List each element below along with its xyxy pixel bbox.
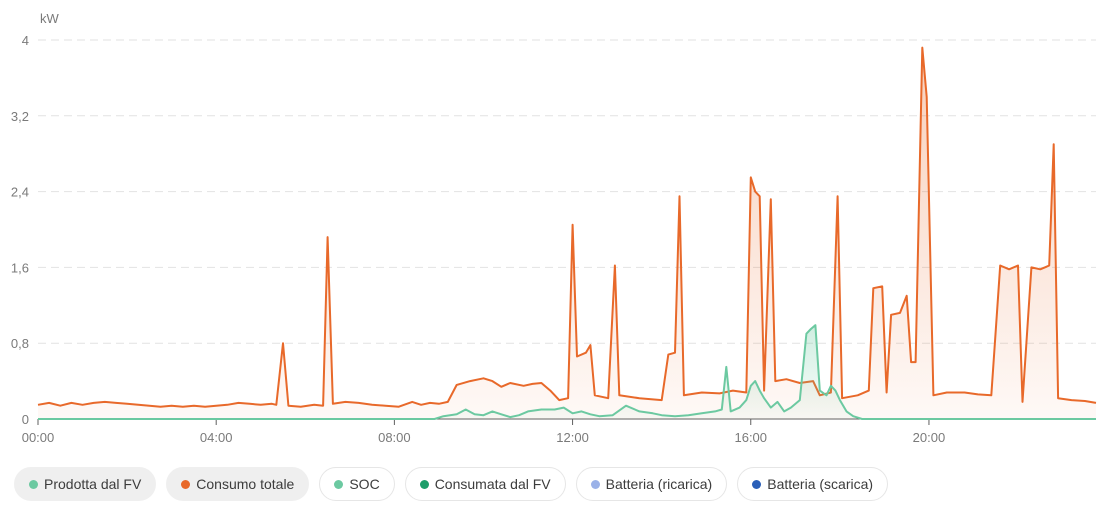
y-tick-label: 1,6 [11, 260, 29, 275]
y-axis-unit-label: kW [40, 11, 60, 26]
legend-label: Prodotta dal FV [44, 476, 142, 492]
legend-dot-icon [590, 479, 600, 489]
x-tick-label: 16:00 [734, 430, 767, 445]
series-layer [37, 46, 1097, 420]
series-line-prodotta-dal-fv [38, 324, 1096, 420]
x-tick-label: 04:00 [200, 430, 233, 445]
legend-dot-icon [29, 479, 38, 489]
y-tick-label: 3,2 [11, 109, 29, 124]
legend-dot-icon [419, 479, 429, 489]
legend: Prodotta dal FV Consumo totale SOC Consu… [14, 467, 889, 501]
legend-item-soc[interactable]: SOC [319, 467, 395, 501]
power-chart: kW 4 3,2 2,4 1,6 0,8 0 00:00 04:00 08:00 12:00 16… [11, 11, 1097, 445]
x-axis-ticks: 00:00 04:00 08:00 12:00 16:00 20:00 [22, 419, 945, 445]
x-tick-label: 08:00 [378, 430, 411, 445]
legend-item-batteria-scarica[interactable]: Batteria (scarica) [737, 467, 889, 501]
grid-lines [38, 39, 1096, 420]
legend-dot-icon [181, 479, 191, 489]
legend-label: Consumo totale [196, 476, 295, 492]
legend-label: Batteria (scarica) [767, 476, 874, 492]
legend-label: SOC [349, 476, 380, 492]
y-tick-label: 4 [22, 33, 29, 48]
legend-item-prodotta-fv[interactable]: Prodotta dal FV [14, 467, 157, 501]
legend-item-consumata-fv[interactable]: Consumata dal FV [404, 467, 566, 501]
legend-dot-icon [334, 479, 344, 489]
x-tick-label: 20:00 [913, 430, 946, 445]
x-tick-label: 00:00 [22, 430, 55, 445]
series-area-consumo-totale [38, 47, 1096, 419]
y-tick-label: 0,8 [11, 336, 29, 351]
x-tick-label: 12:00 [556, 430, 589, 445]
legend-item-consumo-totale[interactable]: Consumo totale [166, 467, 310, 501]
legend-dot-icon [752, 479, 762, 489]
legend-item-batteria-ricarica[interactable]: Batteria (ricarica) [575, 467, 728, 501]
legend-label: Consumata dal FV [434, 476, 551, 492]
y-tick-label: 0 [22, 412, 29, 427]
series-area-prodotta-dal-fv [38, 325, 1096, 419]
legend-label: Batteria (ricarica) [605, 476, 713, 492]
y-axis-ticks: 4 3,2 2,4 1,6 0,8 0 [11, 33, 29, 427]
y-tick-label: 2,4 [11, 185, 29, 200]
series-line-consumo-totale [37, 46, 1097, 408]
